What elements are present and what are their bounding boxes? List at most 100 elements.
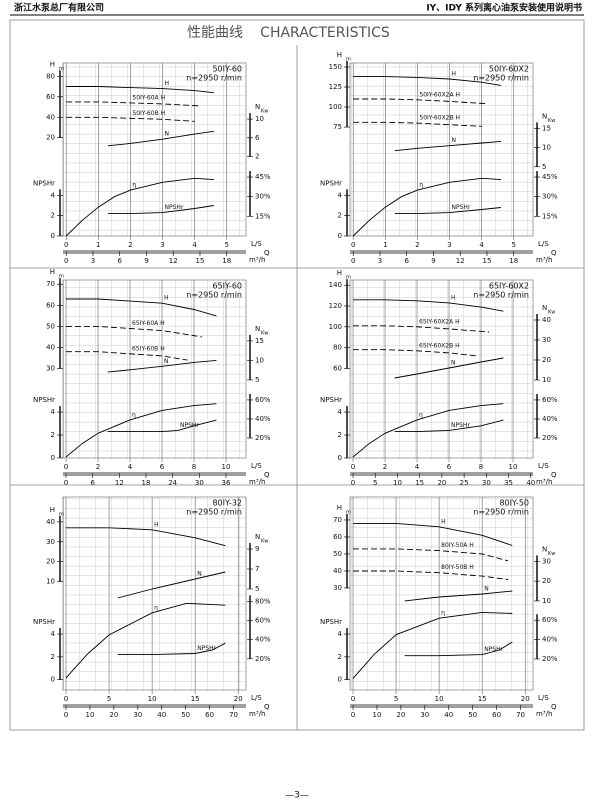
x-axis-label: L/S <box>538 694 549 702</box>
x-tick-label: 10 <box>509 463 518 471</box>
curve-label: N <box>484 585 489 592</box>
y-tick-label: 2 <box>51 653 55 661</box>
curve-label: H <box>451 294 456 301</box>
curve-label: η <box>132 411 136 418</box>
x2-tick-label: 18 <box>142 479 151 487</box>
q-label: Q <box>264 471 270 479</box>
x-tick-label: 4 <box>415 463 420 471</box>
chart-subtitle: n=2950 r/min <box>186 74 242 83</box>
curve-label: η <box>419 182 423 189</box>
y-tick-label: 6 <box>255 134 260 142</box>
axis-unit: m <box>59 274 64 280</box>
y-tick-label: 20 <box>46 558 55 566</box>
curve <box>353 325 490 333</box>
chart-subtitle: n=2950 r/min <box>186 508 242 517</box>
curve-label: H <box>165 80 170 87</box>
y-tick-label: 5 <box>542 163 546 171</box>
y-tick-label: 5 <box>255 376 259 384</box>
x2-tick-label: 50 <box>181 711 190 719</box>
y-tick-label: 20 <box>46 134 55 142</box>
chart-subtitle: n=2950 r/min <box>473 291 529 300</box>
axis-unit: Kw <box>548 310 555 316</box>
x2-tick-label: 15 <box>196 257 205 265</box>
x-tick-label: 4 <box>128 463 133 471</box>
curve-label: N <box>452 137 457 144</box>
axis-label: NPSHr <box>320 179 342 187</box>
curve <box>394 419 504 433</box>
x2-tick-label: 20 <box>437 479 446 487</box>
y-tick-label: 70 <box>46 280 55 288</box>
curve <box>65 403 217 458</box>
x2-tick-label: 40 <box>444 711 453 719</box>
axis-label: H <box>50 268 55 276</box>
curve <box>107 419 217 433</box>
curve <box>66 86 214 94</box>
y-tick-label: 140 <box>329 281 342 289</box>
y-tick-label: 4 <box>51 630 56 638</box>
axis-label: N <box>542 304 547 312</box>
x2-tick-label: 20 <box>109 711 118 719</box>
x-axis-label: L/S <box>251 694 262 702</box>
x-tick-label: 5 <box>512 241 516 249</box>
chart-title: 50IY-60 <box>212 65 242 74</box>
y-tick-label: 50 <box>333 550 342 558</box>
y-tick-label: 0 <box>338 676 342 684</box>
y-tick-label: 10 <box>542 597 551 605</box>
x-axis-label: L/S <box>538 240 549 248</box>
y-tick-label: 40 <box>46 343 55 351</box>
y-tick-label: 0 <box>338 232 342 240</box>
chart-title: 80IY-32 <box>212 499 242 508</box>
curve-label: N <box>451 360 456 367</box>
x2-tick-label: 0 <box>64 257 68 265</box>
curve-label: 80IY-50A H <box>441 542 474 549</box>
curve-label: 50IY-60A H <box>132 94 165 101</box>
y-tick-label: 30% <box>542 193 558 201</box>
x2-axis-label: m³/h <box>249 256 265 264</box>
y-tick-label: 2 <box>338 212 342 220</box>
axis-label: NPSHr <box>33 618 55 626</box>
curve <box>66 116 195 122</box>
y-tick-label: 4 <box>51 191 56 199</box>
y-tick-label: 2 <box>338 653 342 661</box>
y-tick-label: 30 <box>46 365 55 373</box>
curve-label: N <box>197 571 202 578</box>
x-tick-label: 0 <box>64 463 68 471</box>
y-tick-label: 2 <box>338 431 342 439</box>
y-tick-label: 20% <box>542 434 558 442</box>
curve <box>394 207 501 215</box>
curve <box>66 527 226 547</box>
curve <box>353 349 478 357</box>
y-tick-label: 80 <box>46 72 55 80</box>
y-tick-label: 60 <box>46 301 55 309</box>
y-tick-label: 0 <box>51 676 55 684</box>
x2-tick-label: 30 <box>195 479 204 487</box>
x2-tick-label: 70 <box>229 711 238 719</box>
y-tick-label: 60 <box>333 364 342 372</box>
x2-tick-label: 12 <box>115 479 124 487</box>
axis-label: N <box>255 533 260 541</box>
curve <box>352 177 501 237</box>
x2-tick-label: 30 <box>482 479 491 487</box>
curve <box>66 325 203 338</box>
q-label: Q <box>551 471 557 479</box>
axis-label: NPSHr <box>33 396 55 404</box>
y-tick-label: 50 <box>46 322 55 330</box>
x-tick-label: 10 <box>222 463 231 471</box>
y-tick-label: 30 <box>542 336 551 344</box>
curve <box>353 76 501 86</box>
x2-tick-label: 30 <box>133 711 142 719</box>
x-tick-label: 0 <box>64 241 68 249</box>
x2-axis-label: m³/h <box>536 256 552 264</box>
x-tick-label: 10 <box>148 695 157 703</box>
y-tick-label: 20% <box>542 655 558 663</box>
q-label: Q <box>264 249 270 257</box>
y-tick-label: 30 <box>333 584 342 592</box>
curve-label: H <box>452 71 457 78</box>
x2-tick-label: 6 <box>404 257 409 265</box>
y-tick-label: 20% <box>255 655 271 663</box>
y-tick-label: 10 <box>255 115 264 123</box>
curve-label: NPSHr <box>165 204 184 211</box>
curve-label: NPSHr <box>452 204 471 211</box>
x2-tick-label: 3 <box>378 257 382 265</box>
